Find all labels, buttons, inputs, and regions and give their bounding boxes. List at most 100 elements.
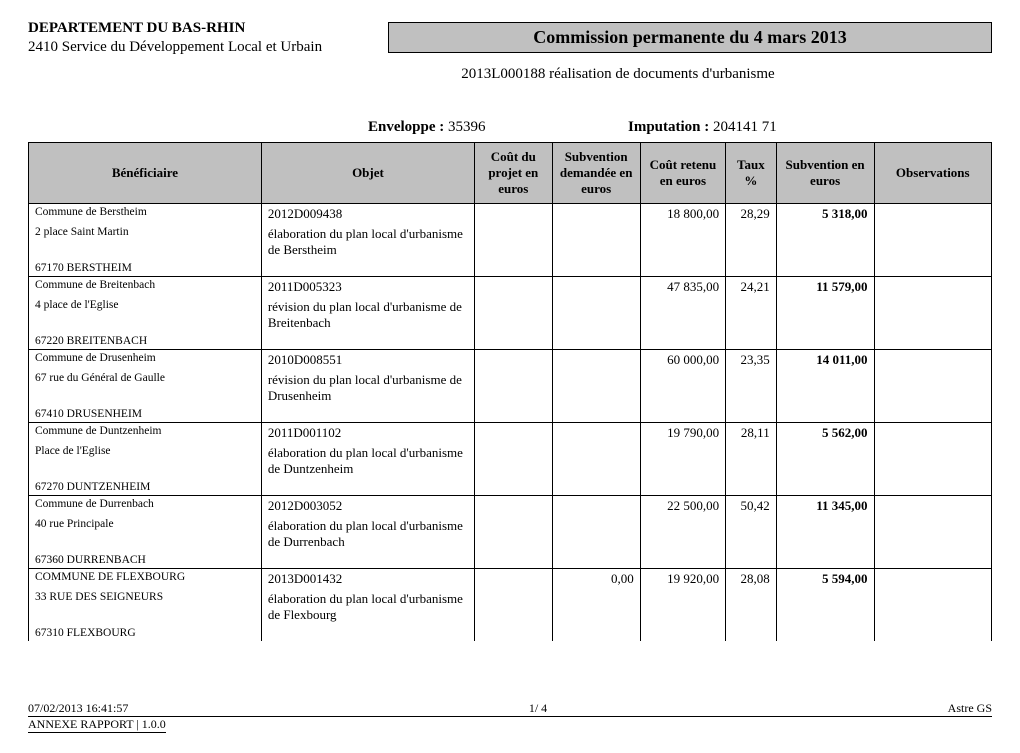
table-row: 67360 DURRENBACH (29, 552, 992, 569)
observations-cell (874, 204, 991, 225)
beneficiaire-name: Commune de Breitenbach (29, 277, 262, 298)
table-row: 67220 BREITENBACH (29, 333, 992, 350)
beneficiaire-name: Commune de Duntzenheim (29, 423, 262, 444)
col-cout: Coût du projet en euros (475, 143, 552, 204)
beneficiaire-name: COMMUNE DE FLEXBOURG (29, 569, 262, 590)
imputation-label: Imputation : (628, 119, 709, 135)
observations-cell (874, 350, 991, 371)
table-row: 33 RUE DES SEIGNEURSélaboration du plan … (29, 589, 992, 625)
table-row: Commune de Durrenbach2012D003052 22 500,0… (29, 496, 992, 517)
table-row: 67170 BERSTHEIM (29, 260, 992, 277)
beneficiaire-city: 67270 DUNTZENHEIM (29, 479, 262, 496)
col-subvention-euros: Subvention en euros (776, 143, 874, 204)
col-taux: Taux % (726, 143, 777, 204)
imputation: Imputation : 204141 71 (628, 119, 777, 136)
table-row: 40 rue Principaleélaboration du plan loc… (29, 516, 992, 552)
table-row: Place de l'Egliseélaboration du plan loc… (29, 443, 992, 479)
observations-cell (874, 496, 991, 517)
taux-cell: 28,11 (726, 423, 777, 444)
subvention-euros-cell: 14 011,00 (776, 350, 874, 371)
beneficiaire-addr: 4 place de l'Eglise (29, 297, 262, 333)
subvention-euros-cell: 5 594,00 (776, 569, 874, 590)
subvention-euros-cell: 11 579,00 (776, 277, 874, 298)
objet-desc: révision du plan local d'urbanisme de Dr… (261, 370, 474, 406)
subv-demandee-cell (552, 350, 640, 371)
objet-desc: élaboration du plan local d'urbanisme de… (261, 589, 474, 625)
objet-code: 2013D001432 (261, 569, 474, 590)
beneficiaire-addr: 33 RUE DES SEIGNEURS (29, 589, 262, 625)
observations-cell (874, 277, 991, 298)
objet-desc: élaboration du plan local d'urbanisme de… (261, 443, 474, 479)
cout-cell (475, 204, 552, 225)
cout-retenu-cell: 18 800,00 (640, 204, 725, 225)
table-row: 67410 DRUSENHEIM (29, 406, 992, 423)
col-beneficiaire: Bénéficiaire (29, 143, 262, 204)
table-row: Commune de Duntzenheim2011D001102 19 790,… (29, 423, 992, 444)
objet-code: 2011D005323 (261, 277, 474, 298)
imputation-value: 204141 71 (713, 119, 777, 135)
subv-demandee-cell (552, 277, 640, 298)
objet-code: 2012D003052 (261, 496, 474, 517)
footer-annex: ANNEXE RAPPORT | 1.0.0 (28, 717, 166, 733)
departement-title: DEPARTEMENT DU BAS-RHIN (28, 20, 368, 37)
beneficiaire-city: 67170 BERSTHEIM (29, 260, 262, 277)
cout-retenu-cell: 19 790,00 (640, 423, 725, 444)
cout-retenu-cell: 22 500,00 (640, 496, 725, 517)
subventions-table: Bénéficiaire Objet Coût du projet en eur… (28, 142, 992, 641)
footer-app: Astre GS (948, 701, 992, 716)
col-objet: Objet (261, 143, 474, 204)
table-row: COMMUNE DE FLEXBOURG2013D001432 0,0019 92… (29, 569, 992, 590)
table-row: 67270 DUNTZENHEIM (29, 479, 992, 496)
table-row: Commune de Berstheim2012D009438 18 800,00… (29, 204, 992, 225)
commission-title: Commission permanente du 4 mars 2013 (388, 22, 992, 53)
col-observations: Observations (874, 143, 991, 204)
subvention-euros-cell: 5 562,00 (776, 423, 874, 444)
cout-cell (475, 277, 552, 298)
subv-demandee-cell (552, 496, 640, 517)
cout-retenu-cell: 19 920,00 (640, 569, 725, 590)
objet-code: 2011D001102 (261, 423, 474, 444)
beneficiaire-name: Commune de Drusenheim (29, 350, 262, 371)
service-line: 2410 Service du Développement Local et U… (28, 39, 368, 56)
beneficiaire-addr: 40 rue Principale (29, 516, 262, 552)
objet-code: 2012D009438 (261, 204, 474, 225)
beneficiaire-addr: 2 place Saint Martin (29, 224, 262, 260)
beneficiaire-name: Commune de Durrenbach (29, 496, 262, 517)
enveloppe-value: 35396 (448, 119, 486, 135)
observations-cell (874, 569, 991, 590)
cout-cell (475, 569, 552, 590)
beneficiaire-city: 67410 DRUSENHEIM (29, 406, 262, 423)
beneficiaire-addr: Place de l'Eglise (29, 443, 262, 479)
table-row: 2 place Saint Martinélaboration du plan … (29, 224, 992, 260)
footer-timestamp: 07/02/2013 16:41:57 (28, 701, 128, 716)
cout-retenu-cell: 47 835,00 (640, 277, 725, 298)
subv-demandee-cell (552, 204, 640, 225)
taux-cell: 28,08 (726, 569, 777, 590)
table-row: 67310 FLEXBOURG (29, 625, 992, 641)
cout-retenu-cell: 60 000,00 (640, 350, 725, 371)
taux-cell: 28,29 (726, 204, 777, 225)
beneficiaire-name: Commune de Berstheim (29, 204, 262, 225)
subvention-euros-cell: 5 318,00 (776, 204, 874, 225)
beneficiaire-city: 67220 BREITENBACH (29, 333, 262, 350)
subvention-euros-cell: 11 345,00 (776, 496, 874, 517)
objet-desc: élaboration du plan local d'urbanisme de… (261, 516, 474, 552)
table-row: Commune de Drusenheim2010D00855160 000,0… (29, 350, 992, 371)
table-row: 67 rue du Général de Gaullerévision du p… (29, 370, 992, 406)
cout-cell (475, 350, 552, 371)
taux-cell: 50,42 (726, 496, 777, 517)
subv-demandee-cell: 0,00 (552, 569, 640, 590)
beneficiaire-city: 67310 FLEXBOURG (29, 625, 262, 641)
taux-cell: 24,21 (726, 277, 777, 298)
beneficiaire-city: 67360 DURRENBACH (29, 552, 262, 569)
document-subtitle: 2013L000188 réalisation de documents d'u… (368, 66, 868, 83)
col-cout-retenu: Coût retenu en euros (640, 143, 725, 204)
subv-demandee-cell (552, 423, 640, 444)
taux-cell: 23,35 (726, 350, 777, 371)
footer-page: 1/ 4 (529, 701, 547, 716)
cout-cell (475, 496, 552, 517)
table-row: 4 place de l'Egliserévision du plan loca… (29, 297, 992, 333)
objet-desc: élaboration du plan local d'urbanisme de… (261, 224, 474, 260)
page-footer: 07/02/2013 16:41:57 1/ 4 Astre GS ANNEXE… (28, 701, 992, 733)
cout-cell (475, 423, 552, 444)
